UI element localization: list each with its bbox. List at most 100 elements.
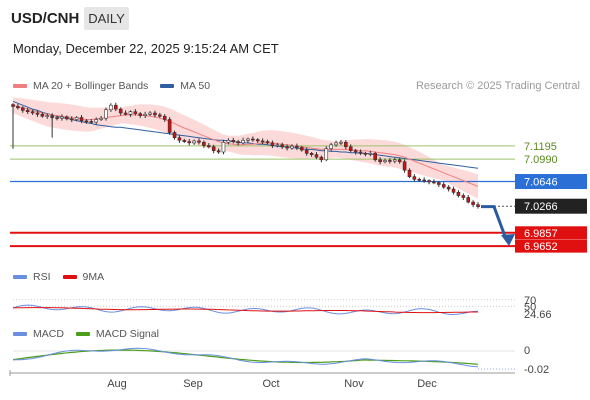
candle xyxy=(123,110,128,116)
candle-body xyxy=(392,159,397,162)
legend-label-macd-signal: MACD Signal xyxy=(95,328,159,340)
candle-body xyxy=(162,115,167,120)
candle-body xyxy=(99,117,103,120)
candle-body xyxy=(466,197,471,203)
candle-body xyxy=(402,161,407,171)
candle-body xyxy=(172,132,177,138)
candle-body xyxy=(353,150,358,153)
legend-item-9ma: 9MA xyxy=(62,271,105,283)
candle-body xyxy=(427,180,431,183)
candle xyxy=(55,115,59,121)
candle-body xyxy=(437,182,441,185)
candle-body xyxy=(309,153,314,155)
x-axis-label: Aug xyxy=(107,378,127,390)
candle-body xyxy=(265,141,270,144)
candle xyxy=(211,144,216,154)
timeframe-button[interactable]: DAILY xyxy=(84,7,129,30)
legend-label-rsi: RSI xyxy=(33,271,51,283)
candle xyxy=(265,139,270,145)
candle-body xyxy=(417,179,422,181)
macd-zero-label: 0 xyxy=(524,345,530,357)
candle xyxy=(30,109,35,115)
candle-body xyxy=(348,146,353,152)
candle xyxy=(427,179,431,185)
candle-body xyxy=(197,140,201,143)
candle-body xyxy=(55,117,59,119)
candle-body xyxy=(231,140,236,142)
price-legend: MA 20 + Bollinger Bands MA 50 xyxy=(13,80,222,92)
candle xyxy=(378,157,382,165)
candle xyxy=(216,148,221,154)
candle xyxy=(329,142,333,152)
candle-body xyxy=(407,169,412,177)
candle xyxy=(16,103,20,110)
candle xyxy=(353,148,358,155)
candle-body xyxy=(11,104,15,107)
candle xyxy=(133,109,138,116)
candle-body xyxy=(221,141,226,153)
candle xyxy=(99,115,103,122)
candle-body xyxy=(295,145,299,148)
candle-body xyxy=(45,115,50,117)
candle-body xyxy=(451,188,456,193)
candle xyxy=(339,140,343,146)
candle xyxy=(231,137,236,144)
data-credit: Research © 2025 Trading Central xyxy=(415,80,580,92)
candle-body xyxy=(290,145,294,149)
legend-item-macd: MACD xyxy=(13,328,64,340)
candle-body xyxy=(206,145,211,148)
candle-body xyxy=(304,149,309,154)
macd-signal-swatch xyxy=(75,332,90,336)
candle-body xyxy=(270,142,275,146)
candle-body xyxy=(329,144,333,150)
legend-item-rsi: RSI xyxy=(13,271,51,283)
support-label: 6.9652 xyxy=(524,241,558,253)
candle-body xyxy=(461,195,466,198)
candle xyxy=(197,138,201,145)
legend-label-macd: MACD xyxy=(33,328,64,340)
support-tag xyxy=(515,239,587,253)
legend-label-9ma: 9MA xyxy=(82,271,105,283)
candle-body xyxy=(187,141,192,144)
candle xyxy=(456,190,461,198)
candle xyxy=(270,140,275,149)
candle xyxy=(299,145,304,152)
candle-body xyxy=(441,184,446,188)
candle xyxy=(94,117,99,125)
candle-body xyxy=(60,116,64,119)
rsi-9ma-line xyxy=(12,307,478,314)
candle-body xyxy=(94,119,99,123)
candle xyxy=(368,150,373,157)
9ma-swatch xyxy=(62,275,77,279)
candle-body xyxy=(40,114,45,117)
candle xyxy=(109,103,113,112)
candle xyxy=(128,110,133,117)
candle-body xyxy=(128,111,133,115)
candle-body xyxy=(471,201,475,205)
candle-body xyxy=(74,117,79,120)
macd-legend: MACD MACD Signal xyxy=(13,328,171,340)
last-price-tag xyxy=(515,198,587,214)
candle-body xyxy=(143,114,147,116)
candle xyxy=(309,151,314,157)
candle xyxy=(446,185,451,192)
candle-body xyxy=(363,153,368,155)
candle xyxy=(397,157,402,164)
candle xyxy=(221,139,226,155)
candle xyxy=(172,130,177,140)
candle-body xyxy=(216,150,221,153)
candle xyxy=(60,114,64,121)
rsi-level-label: 50 xyxy=(524,301,536,313)
candle-body xyxy=(211,146,216,152)
candle-body xyxy=(123,112,128,115)
candle-body xyxy=(368,153,373,155)
candle-body xyxy=(334,142,338,146)
candle-body xyxy=(251,138,255,141)
candle xyxy=(226,138,231,145)
candle xyxy=(255,138,260,143)
chart-header: USD/CNH DAILY xyxy=(0,0,590,36)
candle-body xyxy=(358,151,363,154)
candle-body xyxy=(456,192,461,196)
symbol-title: USD/CNH xyxy=(11,10,80,27)
